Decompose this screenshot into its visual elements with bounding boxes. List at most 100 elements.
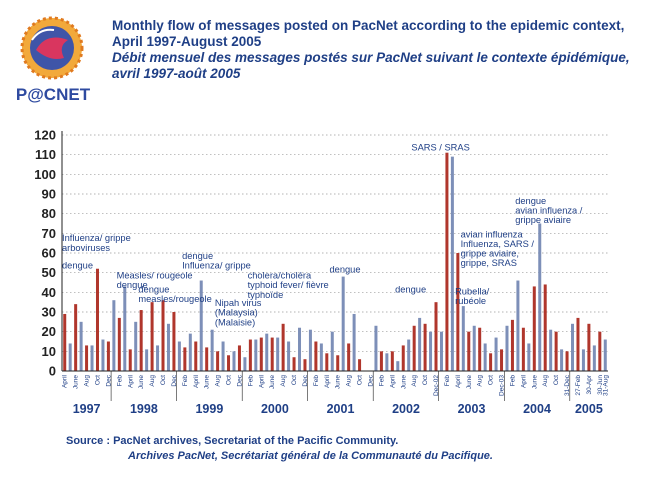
x-month-label: June (73, 375, 80, 389)
annotation-line: Nipah virus (215, 298, 262, 308)
x-month-label: June (138, 375, 145, 389)
year-label: 2001 (327, 402, 355, 416)
bar (450, 156, 454, 371)
y-tick-label: 20 (42, 324, 56, 339)
annotation-line: rubéole (455, 296, 486, 306)
annotation-line: measles/rougeole (138, 294, 211, 304)
annotation-label: dengue (395, 284, 426, 294)
annotation-line: (Malaysia) (215, 308, 258, 318)
bar (336, 355, 340, 371)
bar (434, 302, 438, 371)
bar (161, 300, 165, 371)
bar (587, 323, 591, 371)
x-month-label: June (400, 375, 407, 389)
bar (265, 333, 269, 371)
x-month-label: 31-Aug (602, 375, 609, 396)
bar (287, 341, 291, 371)
x-month-label: Aug (346, 375, 353, 387)
year-label: 1998 (130, 402, 158, 416)
bar (292, 357, 296, 371)
y-tick-label: 110 (35, 147, 56, 162)
annotation-line: Influenza, SARS / (461, 239, 535, 249)
x-month-label: 31-Dec (564, 374, 571, 396)
bar (314, 341, 318, 371)
x-month-label: April (258, 374, 265, 388)
bar (521, 327, 525, 371)
bar (560, 349, 564, 371)
annotation-line: dengue (330, 265, 361, 275)
bar (423, 323, 427, 371)
bar (259, 337, 263, 371)
x-month-label: Aug (280, 375, 287, 387)
bar (106, 341, 110, 371)
x-month-label: Oct (226, 375, 233, 385)
annotation-label: dengue (62, 261, 93, 271)
x-month-label: Oct (357, 375, 364, 385)
year-label: 1999 (195, 402, 223, 416)
y-tick-label: 100 (34, 167, 56, 182)
bar (489, 353, 493, 371)
x-month-label: Dec (368, 374, 375, 386)
annotation-line: dengue (395, 284, 426, 294)
annotation-line: Measles/ rougeole (117, 271, 193, 281)
x-month-label: Oct (95, 375, 102, 385)
bar (532, 286, 536, 371)
annotation-label: dengue Influenza/ grippe (182, 251, 251, 271)
x-month-label: Aug (411, 375, 418, 387)
x-month-label: June (531, 375, 538, 389)
x-month-label: Dec (105, 374, 112, 386)
bar (270, 337, 274, 371)
bar (396, 361, 400, 371)
y-tick-label: 120 (34, 128, 56, 143)
bar (527, 343, 531, 371)
x-month-label: April (324, 374, 331, 388)
x-month-label: April (389, 374, 396, 388)
x-month-label: Feb (510, 375, 517, 387)
bar (139, 310, 143, 371)
annotation-line: cholera/choléra (248, 271, 312, 281)
bar (538, 223, 542, 371)
bar (554, 331, 558, 371)
bar (352, 313, 356, 371)
bar (505, 325, 509, 371)
x-month-label: Dec (302, 374, 309, 386)
year-label: 2000 (261, 402, 289, 416)
bar (85, 345, 89, 371)
x-month-label: Aug (477, 375, 484, 387)
bar (254, 339, 258, 371)
bar (603, 339, 607, 371)
x-month-label: Aug (84, 375, 91, 387)
bar (95, 268, 99, 371)
bar (123, 286, 127, 371)
x-month-label: Aug (215, 375, 222, 387)
annotation-line: dengue (62, 261, 93, 271)
annotation-label: cholera/choléra typhoid fever/ fièvre typh… (248, 271, 329, 300)
source-french: Archives PacNet, Secrétariat général de … (128, 450, 493, 462)
x-month-label: April (455, 374, 462, 388)
x-month-label: Feb (444, 375, 451, 387)
bar (276, 337, 280, 371)
bar (194, 341, 198, 371)
x-month-label: June (466, 375, 473, 389)
annotation-line: typhoïde (248, 290, 284, 300)
x-month-label: Oct (422, 375, 429, 385)
x-month-label: 27-Feb (575, 375, 582, 396)
bar (347, 343, 351, 371)
x-month-label: June (269, 375, 276, 389)
bar (74, 304, 78, 371)
bar (418, 317, 422, 371)
bar (429, 331, 433, 371)
bar (128, 349, 132, 371)
bar (243, 357, 247, 371)
bar (319, 343, 323, 371)
bar (390, 351, 394, 371)
x-month-label: April (127, 374, 134, 388)
annotation-line: avian influenza (461, 229, 524, 239)
bar (117, 317, 121, 371)
bar (500, 349, 504, 371)
x-month-label: Oct (291, 375, 298, 385)
annotation-label: dengue avian influenza / grippe aviaire (515, 196, 583, 225)
y-tick-label: 40 (42, 285, 56, 300)
y-tick-label: 30 (42, 305, 56, 320)
year-label: 2003 (458, 402, 486, 416)
